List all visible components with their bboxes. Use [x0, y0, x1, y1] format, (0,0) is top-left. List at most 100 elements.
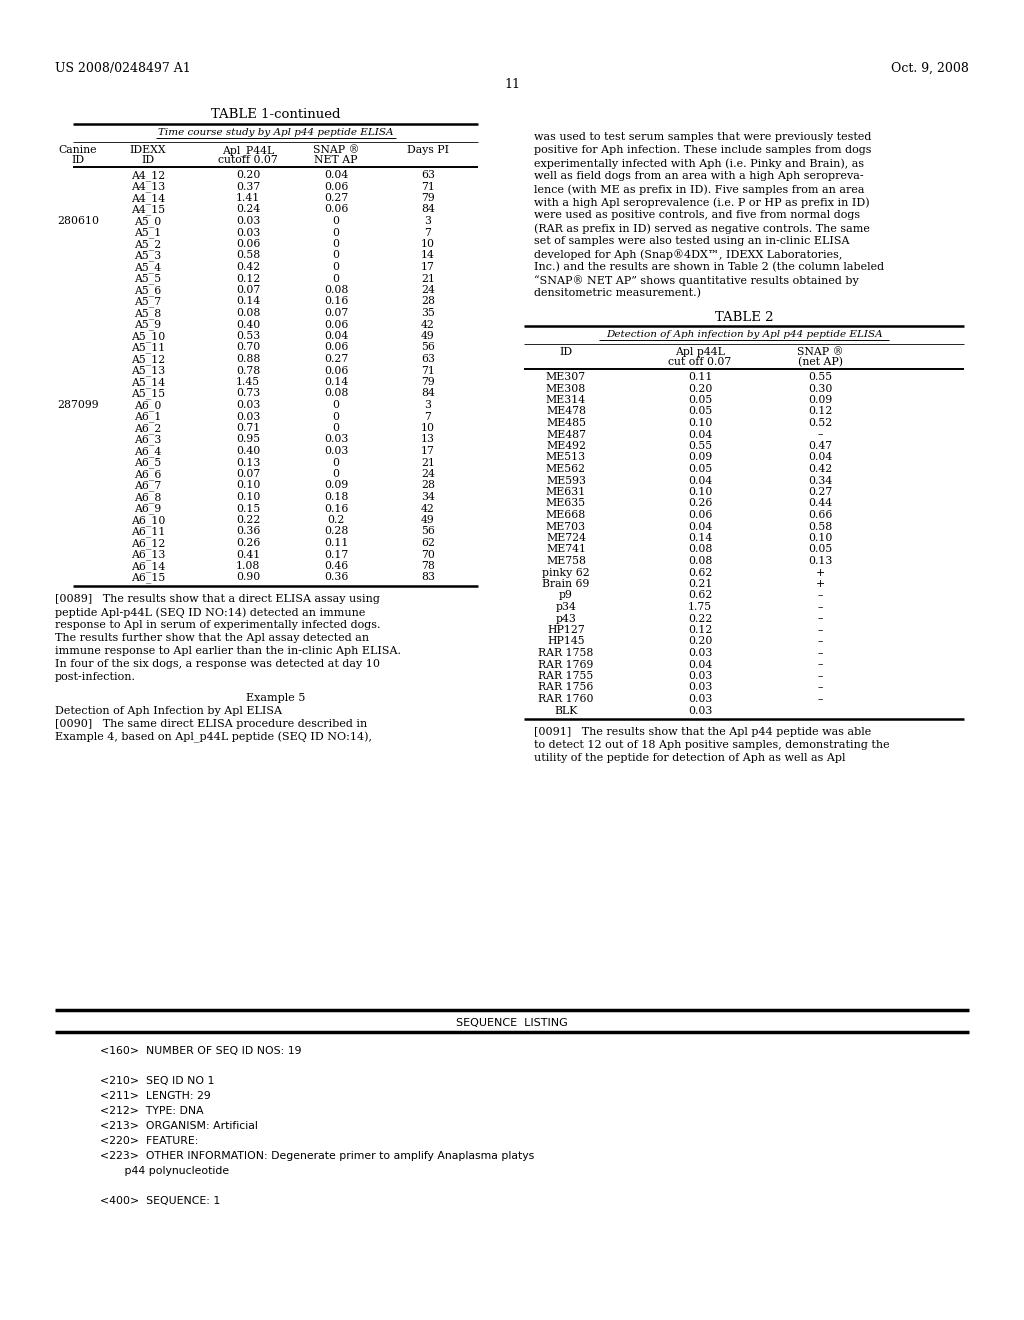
Text: ME478: ME478	[546, 407, 586, 417]
Text: ME724: ME724	[546, 533, 586, 543]
Text: 0: 0	[333, 412, 340, 421]
Text: 0.16: 0.16	[324, 297, 348, 306]
Text: 0.07: 0.07	[236, 469, 260, 479]
Text: A6_5: A6_5	[134, 458, 162, 469]
Text: 63: 63	[421, 170, 435, 180]
Text: ME593: ME593	[546, 475, 586, 486]
Text: 34: 34	[421, 492, 435, 502]
Text: 0.06: 0.06	[324, 205, 348, 214]
Text: 280610: 280610	[57, 216, 99, 226]
Text: <220>  FEATURE:: <220> FEATURE:	[100, 1137, 199, 1146]
Text: 0.03: 0.03	[324, 434, 348, 445]
Text: A5_0: A5_0	[134, 216, 162, 227]
Text: Example 5: Example 5	[246, 693, 305, 704]
Text: 0.04: 0.04	[324, 331, 348, 341]
Text: peptide Apl-p44L (SEQ ID NO:14) detected an immune: peptide Apl-p44L (SEQ ID NO:14) detected…	[55, 607, 366, 618]
Text: –: –	[817, 682, 822, 693]
Text: A4_14: A4_14	[131, 193, 165, 203]
Text: The results further show that the Apl assay detected an: The results further show that the Apl as…	[55, 634, 369, 643]
Text: 0.34: 0.34	[808, 475, 833, 486]
Text: 0.55: 0.55	[808, 372, 833, 381]
Text: 14: 14	[421, 251, 435, 260]
Text: –: –	[817, 660, 822, 669]
Text: 0.06: 0.06	[324, 366, 348, 375]
Text: 0.10: 0.10	[236, 492, 260, 502]
Text: A6_3: A6_3	[134, 434, 162, 445]
Text: 0.12: 0.12	[688, 624, 712, 635]
Text: –: –	[817, 648, 822, 657]
Text: A5_5: A5_5	[134, 273, 162, 284]
Text: 0.27: 0.27	[808, 487, 833, 498]
Text: 0.17: 0.17	[324, 549, 348, 560]
Text: A6_14: A6_14	[131, 561, 165, 572]
Text: 0.14: 0.14	[324, 378, 348, 387]
Text: 0.26: 0.26	[236, 539, 260, 548]
Text: 10: 10	[421, 239, 435, 249]
Text: [0090]   The same direct ELISA procedure described in: [0090] The same direct ELISA procedure d…	[55, 719, 368, 729]
Text: Brain 69: Brain 69	[543, 579, 590, 589]
Text: SNAP ®: SNAP ®	[797, 347, 843, 356]
Text: 0.04: 0.04	[324, 170, 348, 180]
Text: cutoff 0.07: cutoff 0.07	[218, 154, 278, 165]
Text: 0.70: 0.70	[236, 342, 260, 352]
Text: ID: ID	[72, 154, 85, 165]
Text: 42: 42	[421, 503, 435, 513]
Text: 17: 17	[421, 261, 435, 272]
Text: 0: 0	[333, 261, 340, 272]
Text: –: –	[817, 614, 822, 623]
Text: HP145: HP145	[547, 636, 585, 647]
Text: 49: 49	[421, 331, 435, 341]
Text: Oct. 9, 2008: Oct. 9, 2008	[891, 62, 969, 75]
Text: 0: 0	[333, 239, 340, 249]
Text: 0.09: 0.09	[808, 395, 833, 405]
Text: 0.42: 0.42	[236, 261, 260, 272]
Text: 24: 24	[421, 469, 435, 479]
Text: 0.53: 0.53	[236, 331, 260, 341]
Text: 0.15: 0.15	[236, 503, 260, 513]
Text: +: +	[815, 568, 824, 578]
Text: IDEXX: IDEXX	[130, 145, 166, 154]
Text: 0.09: 0.09	[324, 480, 348, 491]
Text: RAR 1758: RAR 1758	[539, 648, 594, 657]
Text: 1.45: 1.45	[236, 378, 260, 387]
Text: 71: 71	[421, 366, 435, 375]
Text: 0.46: 0.46	[324, 561, 348, 572]
Text: 0.06: 0.06	[324, 181, 348, 191]
Text: A5_8: A5_8	[134, 308, 162, 318]
Text: –: –	[817, 590, 822, 601]
Text: 0.16: 0.16	[324, 503, 348, 513]
Text: 0.03: 0.03	[688, 648, 712, 657]
Text: 0.24: 0.24	[236, 205, 260, 214]
Text: 0.20: 0.20	[236, 170, 260, 180]
Text: A6_15: A6_15	[131, 573, 165, 583]
Text: 0.41: 0.41	[236, 549, 260, 560]
Text: 0.08: 0.08	[688, 556, 712, 566]
Text: “SNAP® NET AP” shows quantitative results obtained by: “SNAP® NET AP” shows quantitative result…	[534, 275, 859, 286]
Text: <160>  NUMBER OF SEQ ID NOS: 19: <160> NUMBER OF SEQ ID NOS: 19	[100, 1045, 301, 1056]
Text: 0.08: 0.08	[688, 544, 712, 554]
Text: [0089]   The results show that a direct ELISA assay using: [0089] The results show that a direct EL…	[55, 594, 380, 605]
Text: A6_11: A6_11	[131, 527, 165, 537]
Text: A6_4: A6_4	[134, 446, 162, 457]
Text: A6_12: A6_12	[131, 539, 165, 549]
Text: cut off 0.07: cut off 0.07	[669, 356, 731, 367]
Text: A6_1: A6_1	[134, 412, 162, 422]
Text: 3: 3	[425, 216, 431, 226]
Text: 0.06: 0.06	[324, 342, 348, 352]
Text: experimentally infected with Aph (i.e. Pinky and Brain), as: experimentally infected with Aph (i.e. P…	[534, 158, 864, 169]
Text: TABLE 2: TABLE 2	[715, 312, 773, 323]
Text: A5_9: A5_9	[134, 319, 162, 330]
Text: –: –	[817, 429, 822, 440]
Text: A5_7: A5_7	[134, 297, 162, 308]
Text: 0.36: 0.36	[236, 527, 260, 536]
Text: 24: 24	[421, 285, 435, 294]
Text: 287099: 287099	[57, 400, 98, 411]
Text: ME635: ME635	[546, 499, 586, 508]
Text: 0.07: 0.07	[324, 308, 348, 318]
Text: p9: p9	[559, 590, 573, 601]
Text: ME758: ME758	[546, 556, 586, 566]
Text: –: –	[817, 624, 822, 635]
Text: 0.30: 0.30	[808, 384, 833, 393]
Text: 28: 28	[421, 480, 435, 491]
Text: 0.13: 0.13	[808, 556, 833, 566]
